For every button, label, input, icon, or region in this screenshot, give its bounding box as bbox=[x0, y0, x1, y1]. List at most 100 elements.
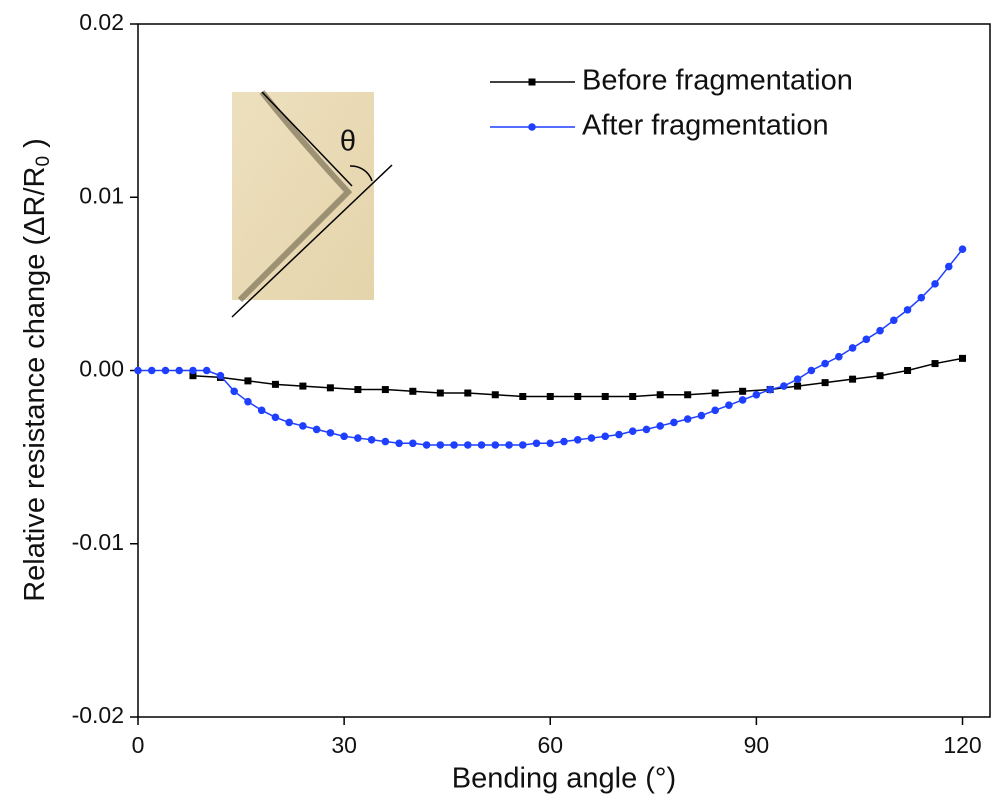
data-point bbox=[821, 379, 829, 387]
data-point bbox=[230, 387, 238, 396]
data-point bbox=[175, 366, 184, 375]
data-point bbox=[793, 375, 802, 383]
x-tick-label: 90 bbox=[744, 732, 770, 758]
data-point bbox=[354, 386, 362, 394]
data-point bbox=[161, 366, 170, 375]
data-point bbox=[271, 413, 280, 422]
data-point bbox=[959, 354, 967, 362]
data-point bbox=[518, 441, 527, 449]
data-point bbox=[464, 441, 472, 449]
data-point bbox=[326, 429, 335, 437]
series-line bbox=[192, 357, 963, 398]
data-point bbox=[656, 391, 664, 399]
data-point bbox=[395, 439, 403, 448]
data-point bbox=[917, 293, 926, 302]
data-point bbox=[848, 344, 857, 352]
x-tick-label: 60 bbox=[537, 732, 563, 758]
data-point bbox=[615, 430, 623, 439]
data-point bbox=[477, 441, 486, 449]
data-point bbox=[244, 377, 252, 385]
data-point bbox=[381, 437, 390, 446]
data-point bbox=[326, 384, 334, 392]
y-axis-label-sub: 0 bbox=[33, 156, 54, 167]
data-point bbox=[752, 390, 761, 399]
data-point bbox=[450, 441, 458, 449]
data-point bbox=[189, 366, 197, 375]
data-point bbox=[491, 441, 500, 449]
data-point bbox=[642, 425, 651, 434]
legend-label: After fragmentation bbox=[582, 110, 829, 142]
data-point bbox=[794, 382, 802, 390]
data-point bbox=[683, 415, 692, 423]
data-point bbox=[312, 425, 321, 434]
data-point bbox=[904, 367, 912, 374]
data-point bbox=[849, 375, 857, 383]
data-point bbox=[601, 432, 610, 441]
data-point bbox=[684, 391, 692, 399]
data-point bbox=[670, 418, 678, 427]
legend-marker bbox=[528, 123, 536, 131]
data-point bbox=[491, 391, 499, 399]
data-point bbox=[519, 392, 527, 400]
data-point bbox=[381, 386, 389, 394]
data-point bbox=[862, 335, 871, 344]
data-point bbox=[725, 401, 733, 409]
data-point bbox=[532, 439, 541, 448]
inset-label: θ bbox=[340, 126, 356, 158]
x-tick-label: 0 bbox=[132, 732, 145, 758]
data-point bbox=[629, 392, 637, 400]
data-point bbox=[299, 382, 307, 390]
y-axis-label-end: ) bbox=[19, 138, 51, 156]
data-point bbox=[409, 439, 417, 448]
inset-photo bbox=[231, 90, 393, 318]
y-axis-label-text: Relative resistance change (ΔR/R bbox=[19, 167, 51, 602]
data-point bbox=[244, 397, 252, 406]
data-point bbox=[835, 352, 843, 361]
data-point bbox=[560, 437, 568, 446]
data-point bbox=[573, 436, 582, 444]
legend-marker bbox=[528, 78, 536, 86]
data-point bbox=[257, 406, 266, 415]
x-tick-label: 120 bbox=[943, 732, 981, 758]
data-point bbox=[697, 411, 706, 420]
data-point bbox=[890, 316, 898, 325]
x-axis-label: Bending angle (°) bbox=[452, 763, 676, 795]
data-point bbox=[436, 389, 444, 397]
data-point bbox=[202, 366, 211, 375]
data-point bbox=[739, 387, 747, 395]
data-point bbox=[711, 389, 719, 397]
data-point bbox=[780, 382, 788, 390]
data-point bbox=[821, 359, 829, 368]
y-tick-label: 0.01 bbox=[79, 182, 124, 208]
y-tick-label: -0.01 bbox=[72, 529, 124, 555]
data-point bbox=[958, 245, 967, 254]
y-axis-label: Relative resistance change (ΔR/R0 ) bbox=[19, 138, 54, 602]
y-tick-label: 0.02 bbox=[79, 9, 124, 35]
data-point bbox=[367, 436, 376, 444]
y-tick-label: 0.00 bbox=[79, 356, 124, 382]
data-point bbox=[876, 326, 884, 335]
data-point bbox=[285, 418, 293, 427]
data-point bbox=[931, 280, 939, 288]
data-point bbox=[422, 441, 431, 449]
data-point bbox=[189, 372, 197, 380]
data-point bbox=[876, 372, 884, 380]
legend-label: Before fragmentation bbox=[582, 65, 853, 97]
data-point bbox=[299, 422, 307, 430]
data-point bbox=[464, 389, 472, 397]
data-point bbox=[216, 371, 225, 380]
data-point bbox=[587, 434, 596, 442]
data-point bbox=[944, 262, 953, 271]
data-point bbox=[354, 434, 362, 442]
data-point bbox=[546, 392, 554, 400]
data-point bbox=[931, 360, 939, 368]
data-point bbox=[147, 366, 156, 375]
data-point bbox=[271, 380, 279, 388]
data-point bbox=[505, 441, 513, 449]
data-point bbox=[574, 392, 582, 400]
data-point bbox=[766, 385, 774, 394]
data-point bbox=[903, 306, 912, 314]
data-point bbox=[409, 387, 417, 395]
data-point bbox=[711, 406, 719, 415]
